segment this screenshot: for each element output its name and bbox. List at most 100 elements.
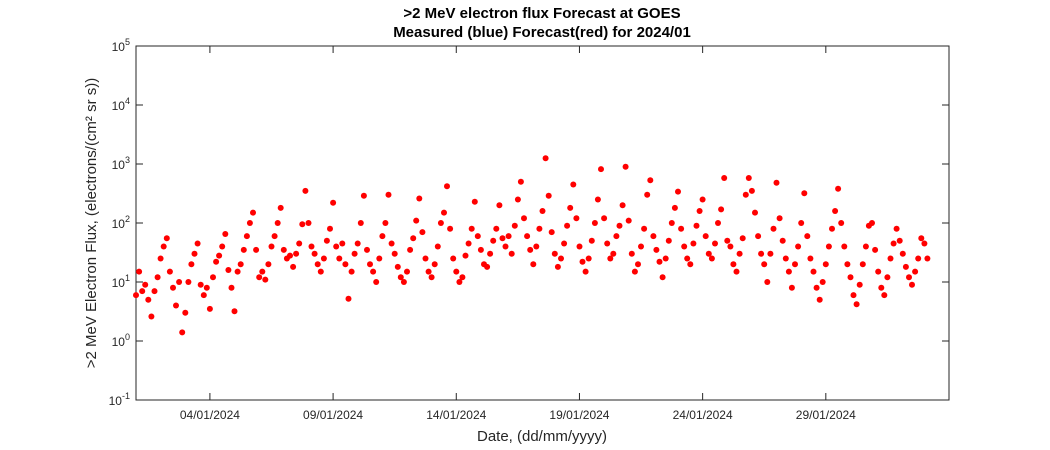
data-point [219, 243, 226, 250]
data-point [339, 240, 346, 247]
data-point [730, 261, 737, 268]
data-point [773, 179, 780, 186]
data-point [755, 233, 762, 240]
data-point [311, 250, 318, 257]
data-point [293, 250, 300, 257]
data-point [524, 233, 531, 240]
data-point [441, 209, 447, 216]
data-point [847, 274, 854, 281]
data-point [736, 250, 743, 257]
data-point [779, 237, 786, 244]
data-point [517, 178, 524, 185]
data-point [197, 281, 204, 288]
data-point [471, 198, 478, 205]
data-point [166, 268, 173, 275]
data-point [268, 243, 275, 250]
data-point [567, 204, 574, 211]
y-axis-label: >2 MeV Electron Flux, (electrons/(cm² sr… [83, 78, 100, 368]
data-point [551, 250, 558, 257]
data-point [678, 225, 685, 232]
data-point [792, 261, 798, 268]
data-point [924, 255, 931, 262]
data-point [194, 240, 201, 247]
data-point [222, 231, 229, 237]
data-point [228, 284, 235, 291]
data-point [530, 261, 537, 268]
data-point [379, 233, 386, 240]
data-point [829, 225, 835, 232]
data-point [705, 250, 712, 257]
data-point [668, 220, 675, 226]
data-point [610, 250, 617, 257]
chart-title: >2 MeV electron flux Forecast at GOES [403, 5, 680, 22]
data-point [807, 255, 814, 262]
data-point [200, 292, 207, 299]
data-point [505, 233, 512, 240]
data-point [394, 263, 401, 270]
data-point [850, 292, 857, 299]
data-point [739, 235, 746, 242]
data-point [290, 263, 297, 270]
data-point [521, 215, 527, 222]
data-point [210, 274, 216, 281]
data-point [619, 202, 626, 209]
data-point [348, 268, 355, 275]
data-point [758, 250, 765, 257]
data-point [444, 183, 450, 190]
data-point [428, 274, 435, 281]
data-point [462, 252, 469, 259]
y-tick-label: 100 [112, 332, 130, 349]
data-point [333, 243, 340, 250]
data-point [240, 246, 247, 253]
data-point [598, 166, 604, 173]
data-point [838, 220, 845, 226]
data-point [327, 225, 333, 232]
data-point [320, 255, 327, 262]
data-point [527, 246, 534, 253]
data-point [157, 255, 164, 262]
data-point [459, 274, 466, 281]
data-point [243, 233, 250, 240]
y-tick-label: 105 [112, 37, 130, 54]
data-point [752, 209, 758, 216]
data-point [635, 261, 641, 268]
data-point [554, 263, 561, 270]
data-point [437, 220, 444, 226]
data-point [816, 296, 823, 303]
y-tick-label: 10-1 [109, 391, 130, 408]
data-point [250, 209, 256, 216]
x-tick-label: 14/01/2024 [426, 408, 486, 422]
data-point [453, 268, 460, 275]
data-point [872, 246, 879, 253]
data-point [176, 279, 183, 285]
data-point [305, 220, 312, 226]
data-point [662, 255, 669, 262]
data-point [853, 301, 860, 308]
data-point [397, 274, 404, 281]
data-point [496, 202, 503, 209]
data-point [641, 225, 648, 232]
x-axis-label: Date, (dd/mm/yyyy) [477, 428, 607, 445]
plot-frame [135, 45, 950, 401]
data-point [145, 296, 152, 303]
data-point [536, 225, 543, 232]
data-point [659, 274, 666, 281]
data-point [844, 261, 851, 268]
data-point [357, 220, 364, 226]
data-point [533, 243, 540, 250]
data-point [675, 188, 681, 195]
data-point [631, 268, 638, 275]
data-point [607, 255, 614, 262]
data-point [561, 240, 568, 247]
data-point [601, 215, 608, 222]
data-point [542, 155, 549, 162]
data-point [142, 281, 149, 288]
data-point [203, 284, 210, 291]
data-point [558, 255, 564, 262]
data-point [237, 261, 244, 268]
data-point [859, 261, 866, 268]
data-point [136, 268, 143, 275]
data-point [912, 268, 919, 275]
data-point [684, 255, 691, 262]
data-point [841, 243, 848, 250]
